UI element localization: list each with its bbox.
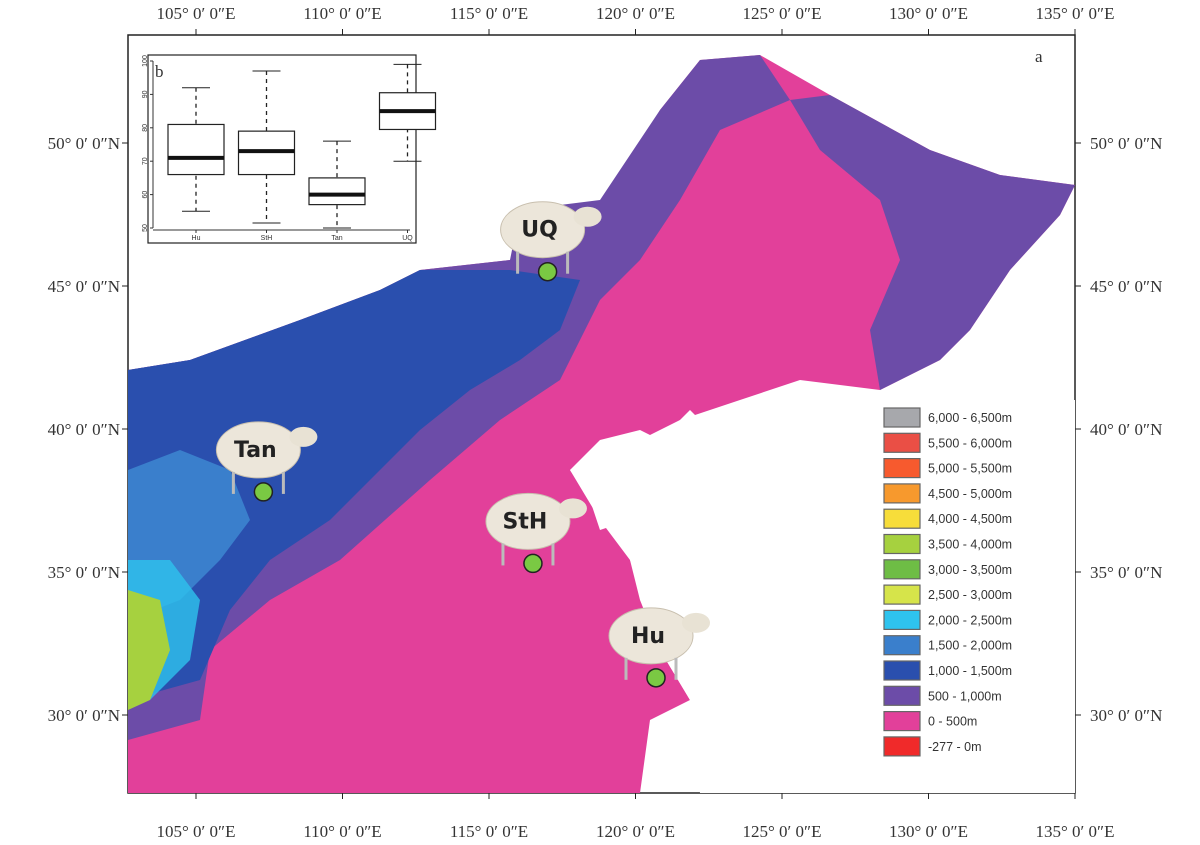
site-tan: Tan bbox=[215, 421, 318, 502]
lat-label: 45° 0′ 0″N bbox=[48, 277, 120, 296]
land-area bbox=[128, 55, 1075, 793]
site-hu: Hu bbox=[608, 607, 711, 688]
lon-label: 120° 0′ 0″E bbox=[596, 822, 675, 841]
lat-label: 35° 0′ 0″N bbox=[1090, 563, 1162, 582]
legend-swatch bbox=[883, 609, 921, 631]
sheep-head bbox=[289, 426, 318, 447]
legend-label: 4,000 - 4,500m bbox=[928, 512, 1012, 526]
box-iqr bbox=[308, 177, 366, 206]
lon-label: 115° 0′ 0″E bbox=[450, 822, 528, 841]
legend-label: 5,500 - 6,000m bbox=[928, 436, 1012, 450]
inset-ytick-label: 80 bbox=[142, 124, 149, 132]
legend-swatch bbox=[883, 458, 921, 479]
box-sth: StH bbox=[237, 70, 296, 242]
legend-swatch bbox=[883, 660, 921, 681]
lon-label: 105° 0′ 0″E bbox=[157, 822, 236, 841]
lon-label: 130° 0′ 0″E bbox=[889, 822, 968, 841]
site-label: Hu bbox=[631, 624, 665, 649]
site-marker[interactable] bbox=[646, 668, 666, 688]
inset-xtick-label: Hu bbox=[192, 235, 201, 242]
legend-label: 2,500 - 3,000m bbox=[928, 588, 1012, 602]
lat-label: 40° 0′ 0″N bbox=[1090, 420, 1162, 439]
inset-xtick-label: UQ bbox=[402, 235, 413, 242]
legend-label: -277 - 0m bbox=[928, 740, 982, 754]
site-uq: UQ bbox=[500, 201, 602, 282]
inset-boxplot: b 50 60 70 80 90 100 Hu StH Tan UQ bbox=[142, 54, 437, 244]
legend-swatch bbox=[883, 432, 921, 453]
sheep-head bbox=[682, 612, 711, 633]
sheep-image bbox=[215, 421, 301, 479]
inset-ytick-label: 50 bbox=[142, 224, 149, 232]
legend-swatch bbox=[883, 635, 921, 656]
lon-label: 110° 0′ 0″E bbox=[303, 4, 381, 23]
site-marker[interactable] bbox=[253, 482, 274, 502]
lat-label: 30° 0′ 0″N bbox=[48, 706, 120, 725]
lat-label: 40° 0′ 0″N bbox=[48, 420, 120, 439]
legend-label: 0 - 500m bbox=[928, 715, 977, 729]
box-iqr bbox=[167, 123, 225, 176]
site-marker[interactable] bbox=[537, 261, 558, 282]
sheep-image bbox=[608, 607, 694, 665]
inset-panel-label: b bbox=[155, 62, 164, 81]
legend-swatch bbox=[883, 736, 921, 757]
lon-label: 135° 0′ 0″E bbox=[1036, 822, 1115, 841]
box-hu: Hu bbox=[167, 87, 225, 242]
legend-label: 4,500 - 5,000m bbox=[928, 487, 1012, 501]
legend-label: 3,000 - 3,500m bbox=[928, 563, 1012, 577]
legend-swatch bbox=[883, 483, 921, 504]
legend-swatch bbox=[883, 407, 921, 428]
sheep-head bbox=[573, 206, 602, 227]
legend-swatch bbox=[883, 710, 921, 732]
site-sth: StH bbox=[485, 492, 587, 574]
inset-ytick-label: 60 bbox=[142, 191, 149, 199]
site-marker[interactable] bbox=[523, 553, 543, 574]
lat-label: 50° 0′ 0″N bbox=[48, 134, 120, 153]
box-uq: UQ bbox=[378, 63, 437, 242]
site-label: UQ bbox=[521, 218, 558, 243]
legend-swatch bbox=[883, 584, 921, 605]
inset-ytick-label: 90 bbox=[142, 90, 149, 98]
lon-label: 135° 0′ 0″E bbox=[1036, 4, 1115, 23]
lon-label: 120° 0′ 0″E bbox=[596, 4, 675, 23]
site-label: Tan bbox=[234, 438, 277, 463]
legend: 6,000 - 6,500m 5,500 - 6,000m 5,000 - 5,50… bbox=[883, 407, 1012, 757]
legend-label: 3,500 - 4,000m bbox=[928, 538, 1012, 552]
sheep-image bbox=[485, 492, 571, 550]
inset-ytick-label: 100 bbox=[142, 55, 149, 67]
inset-xtick-label: StH bbox=[261, 235, 273, 242]
lon-label: 130° 0′ 0″E bbox=[889, 4, 968, 23]
sheep-image bbox=[500, 201, 586, 259]
lon-label: 125° 0′ 0″E bbox=[743, 822, 822, 841]
legend-label: 2,000 - 2,500m bbox=[928, 613, 1012, 627]
map-panel-label: a bbox=[1035, 47, 1043, 66]
legend-label: 1,000 - 1,500m bbox=[928, 664, 1012, 678]
inset-xtick-label: Tan bbox=[331, 235, 342, 242]
legend-swatch bbox=[883, 685, 921, 706]
lat-label: 30° 0′ 0″N bbox=[1090, 706, 1162, 725]
legend-label: 6,000 - 6,500m bbox=[928, 411, 1012, 425]
legend-label: 1,500 - 2,000m bbox=[928, 639, 1012, 653]
legend-label: 5,000 - 5,500m bbox=[928, 462, 1012, 476]
lat-label: 45° 0′ 0″N bbox=[1090, 277, 1162, 296]
lon-label: 105° 0′ 0″E bbox=[157, 4, 236, 23]
lon-label: 125° 0′ 0″E bbox=[743, 4, 822, 23]
sheep-head bbox=[558, 498, 587, 519]
site-label: StH bbox=[503, 509, 548, 534]
inset-ytick-label: 70 bbox=[142, 157, 149, 165]
lat-label: 50° 0′ 0″N bbox=[1090, 134, 1162, 153]
legend-swatch bbox=[883, 559, 921, 580]
lon-label: 115° 0′ 0″E bbox=[450, 4, 528, 23]
legend-swatch bbox=[883, 508, 921, 529]
lat-label: 35° 0′ 0″N bbox=[48, 563, 120, 582]
box-tan: Tan bbox=[308, 140, 366, 242]
legend-label: 500 - 1,000m bbox=[928, 689, 1002, 703]
lon-label: 110° 0′ 0″E bbox=[303, 822, 381, 841]
legend-swatch bbox=[883, 533, 921, 555]
